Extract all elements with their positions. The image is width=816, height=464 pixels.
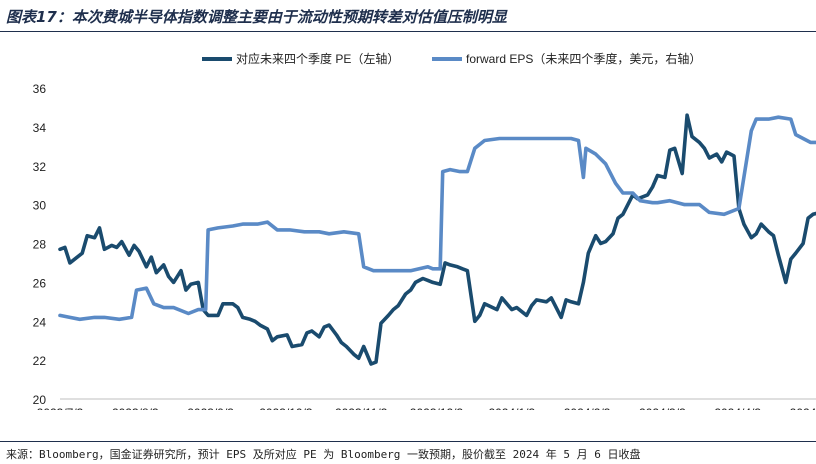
y-tick-label: 30 bbox=[33, 199, 47, 213]
y-tick-label: 22 bbox=[33, 354, 47, 368]
x-axis: 2023/7/3 2023/8/3 2023/9/3 2023/10/3 2023/11… bbox=[37, 398, 816, 410]
source-rule bbox=[0, 441, 816, 442]
y-tick-label: 34 bbox=[33, 121, 47, 135]
y-tick-label: 24 bbox=[33, 315, 47, 329]
legend-label-pe: 对应未来四个季度 PE（左轴） bbox=[236, 51, 399, 66]
x-tick-label: 2024/5/3 bbox=[790, 406, 816, 410]
y-tick-label: 36 bbox=[33, 82, 47, 96]
x-tick-label: 2023/11/3 bbox=[335, 406, 388, 410]
legend-label-eps: forward EPS（未来四个季度，美元，右轴） bbox=[466, 51, 701, 66]
x-tick-label: 2024/3/3 bbox=[639, 406, 686, 410]
y-tick-label: 32 bbox=[33, 160, 47, 174]
x-tick-label: 2024/4/3 bbox=[714, 406, 761, 410]
x-tick-label: 2024/1/3 bbox=[488, 406, 535, 410]
x-tick-label: 2023/10/3 bbox=[259, 406, 313, 410]
y-tick-label: 28 bbox=[33, 238, 47, 252]
x-tick-label: 2023/12/3 bbox=[410, 406, 464, 410]
series-lines bbox=[58, 113, 816, 366]
eps-line bbox=[58, 115, 816, 322]
y-tick-label: 20 bbox=[33, 393, 47, 407]
legend: 对应未来四个季度 PE（左轴） forward EPS（未来四个季度，美元，右轴… bbox=[202, 51, 701, 66]
x-tick-label: 2023/7/3 bbox=[37, 406, 84, 410]
x-tick-label: 2023/9/3 bbox=[187, 406, 234, 410]
y-axis: 20 22 24 26 28 30 32 34 36 bbox=[33, 82, 47, 407]
x-tick-label: 2024/2/3 bbox=[564, 406, 611, 410]
x-tick-label: 2023/8/3 bbox=[112, 406, 159, 410]
pe-line bbox=[58, 113, 816, 366]
title-rule bbox=[0, 31, 816, 32]
y-tick-label: 26 bbox=[33, 276, 47, 290]
chart-title: 图表17：本次费城半导体指数调整主要由于流动性预期转差对估值压制明显 bbox=[6, 8, 507, 26]
source-note: 来源：Bloomberg，国金证券研究所，预计 EPS 及所对应 PE 为 Bl… bbox=[6, 448, 641, 461]
line-chart: 对应未来四个季度 PE（左轴） forward EPS（未来四个季度，美元，右轴… bbox=[33, 51, 816, 410]
